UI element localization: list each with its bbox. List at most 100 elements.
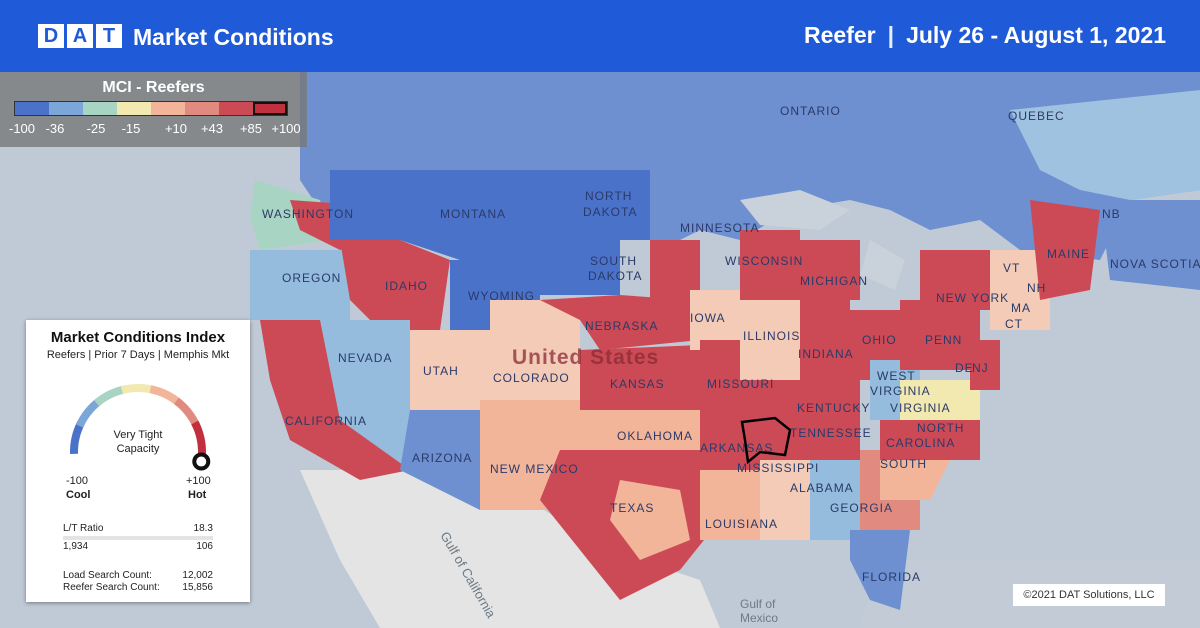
label-oregon: OREGON (282, 271, 341, 285)
label-south-dakota-1: SOUTH (590, 254, 637, 268)
legend-tick-label: +85 (239, 121, 263, 136)
legend-swatch (117, 102, 151, 115)
card-subtitle: Reefers | Prior 7 Days | Memphis Mkt (46, 349, 230, 361)
region-texas-east (610, 480, 690, 560)
memphis-market-outline[interactable] (740, 416, 792, 465)
quebec-east (1010, 90, 1200, 200)
label-north-dakota-1: NORTH (585, 189, 632, 203)
label-wisconsin: WISCONSIN (725, 254, 803, 268)
label-penn: PENN (925, 333, 962, 347)
label-virginia: VIRGINIA (890, 401, 951, 415)
label-maine: MAINE (1047, 247, 1090, 261)
region-tennessee (740, 410, 860, 460)
gauge-status: Very Tight Capacity (26, 428, 250, 456)
region-nevada (310, 320, 410, 470)
gauge-status-line1: Very Tight (113, 429, 163, 441)
region-alabama (810, 460, 860, 540)
label-alabama: ALABAMA (790, 481, 854, 495)
market-conditions-card: Market Conditions Index Reefers | Prior … (26, 320, 250, 602)
legend-tick-label: -36 (45, 121, 65, 136)
label-south-carolina: SOUTH (880, 457, 927, 471)
gauge-min-label: Cool (66, 489, 91, 501)
logo-letter: D (38, 24, 64, 48)
label-kentucky: KENTUCKY (797, 401, 870, 415)
lake-superior (740, 190, 850, 230)
region-new-york (920, 250, 1000, 310)
reefer-search-label: Reefer Search Count: (63, 582, 160, 593)
label-ma: MA (1011, 301, 1031, 315)
label-ohio: OHIO (862, 333, 897, 347)
label-arkansas: ARKANSAS (700, 441, 773, 455)
lt-ratio-value: 18.3 (193, 523, 213, 534)
legend-swatch (219, 102, 253, 115)
label-north-carolina-2: CAROLINA (886, 436, 955, 450)
lt-ratio-label: L/T Ratio (63, 523, 104, 534)
label-de: DE (955, 361, 974, 375)
region-florida (850, 530, 910, 610)
region-arizona (400, 410, 490, 510)
label-country: United States (512, 346, 659, 369)
gauge-max-value: +100 (186, 475, 211, 487)
label-vt: VT (1003, 261, 1020, 275)
label-north-carolina-1: NORTH (917, 421, 964, 435)
copyright-notice: ©2021 DAT Solutions, LLC (1013, 584, 1165, 606)
label-kansas: KANSAS (610, 377, 665, 391)
label-nevada: NEVADA (338, 351, 392, 365)
equipment-type: Reefer (804, 22, 876, 48)
label-texas: TEXAS (610, 501, 654, 515)
label-idaho: IDAHO (385, 279, 428, 293)
region-illinois (740, 300, 800, 380)
label-new-york: NEW YORK (936, 291, 1009, 305)
region-north-carolina (880, 420, 980, 460)
region-oklahoma (580, 410, 710, 460)
region-idaho (340, 240, 450, 330)
page-title: Market Conditions (133, 24, 334, 50)
gauge-segment (173, 397, 201, 428)
mci-gauge (70, 384, 211, 471)
mci-legend: MCI - Reefers -100 -36 -25 -15 +10 +43 +85 +100 (0, 72, 307, 147)
label-oklahoma: OKLAHOMA (617, 429, 693, 443)
region-new-england (990, 250, 1050, 330)
region-penn (900, 300, 980, 370)
legend-swatch (49, 102, 83, 115)
card-title: Market Conditions Index (50, 329, 226, 346)
load-search-label: Load Search Count: (63, 570, 152, 581)
label-michigan: MICHIGAN (800, 274, 868, 288)
region-wisconsin (740, 230, 800, 300)
gauge-segment (75, 397, 103, 428)
label-nj: NJ (972, 361, 989, 375)
label-mississippi: MISSISSIPPI (737, 461, 819, 475)
gauge-segment (120, 384, 156, 394)
label-indiana: INDIANA (798, 347, 854, 361)
region-virginia (900, 380, 980, 430)
label-california: CALIFORNIA (285, 414, 367, 428)
gauge-max-label: Hot (188, 489, 207, 501)
gauge-segment (94, 385, 127, 407)
label-colorado: COLORADO (493, 371, 570, 385)
region-minnesota (650, 240, 700, 300)
reefer-mci-map[interactable]: ONTARIO QUEBEC WASHINGTON MONTANA NORTH … (0, 72, 1200, 628)
maritimes (1100, 200, 1200, 290)
region-indiana (800, 300, 850, 390)
region-nebraska (540, 295, 700, 350)
label-gulf-of-mexico-2: Mexico (740, 611, 778, 625)
gauge-min-value: -100 (66, 475, 89, 487)
legend-title: MCI - Reefers (102, 79, 205, 96)
region-michigan (800, 240, 860, 300)
legend-tick-label: +43 (200, 121, 224, 136)
label-quebec: QUEBEC (1008, 109, 1065, 123)
label-nova-scotia: NOVA SCOTIA (1110, 257, 1200, 271)
logo-letter: A (67, 24, 93, 48)
label-minnesota: MINNESOTA (680, 221, 759, 235)
label-arizona: ARIZONA (412, 451, 472, 465)
legend-color-ramp (14, 101, 288, 116)
region-montana (330, 170, 560, 260)
region-north-dakota (560, 170, 650, 240)
logo-letter: T (96, 24, 122, 48)
gauge-indicator (192, 452, 211, 471)
load-search-row: Load Search Count: 12,002 (63, 570, 213, 581)
legend-tick-label: -15 (121, 121, 141, 136)
legend-tick-label: +10 (164, 121, 188, 136)
region-iowa (690, 290, 740, 350)
label-nh: NH (1027, 281, 1046, 295)
